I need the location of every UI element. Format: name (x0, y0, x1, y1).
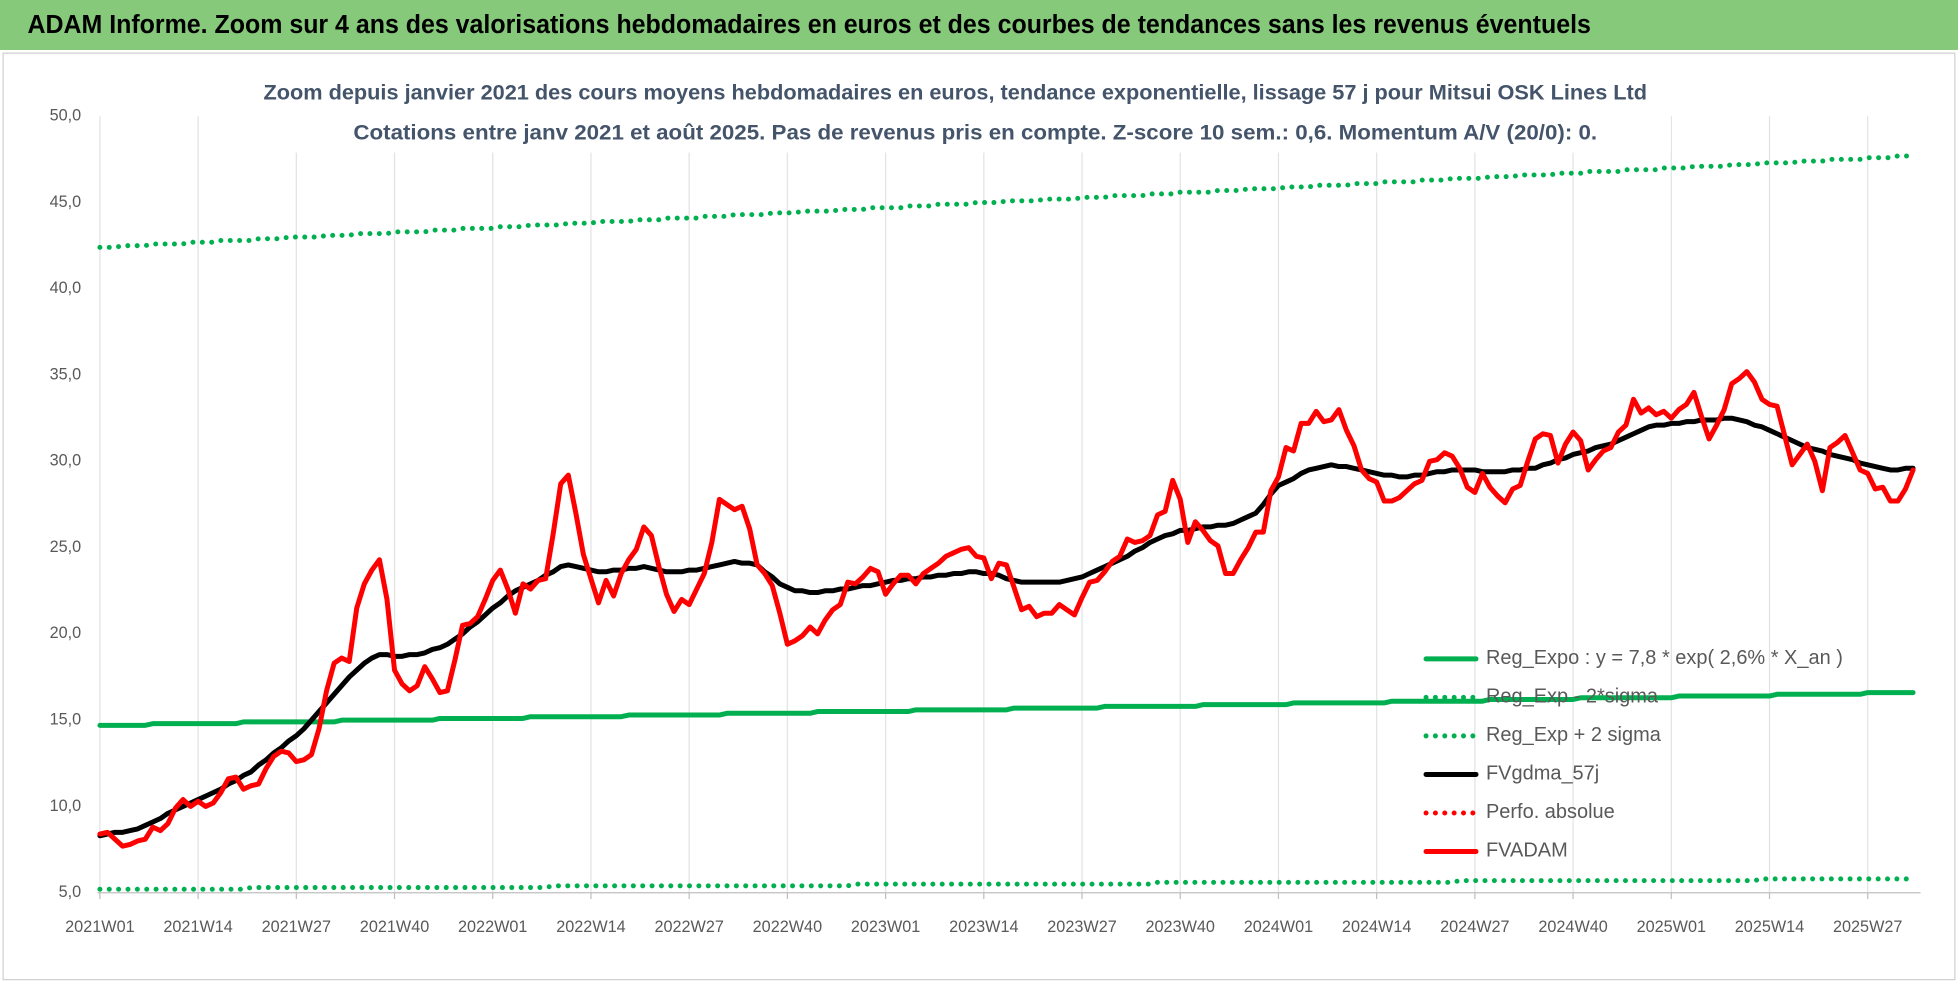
x-tick-label: 2023W40 (1146, 918, 1215, 936)
banner-bar (0, 0, 1958, 51)
y-tick-label: 30,0 (50, 452, 82, 470)
x-tick-label: 2024W27 (1440, 918, 1509, 936)
legend-label: Reg_Expo : y = 7,8 * exp( 2,6% * X_an ) (1486, 647, 1843, 669)
x-tick-label: 2025W01 (1637, 918, 1706, 936)
y-tick-label: 40,0 (50, 279, 82, 297)
y-tick-label: 20,0 (50, 624, 82, 642)
y-tick-label: 5,0 (59, 883, 82, 901)
y-tick-label: 10,0 (50, 797, 82, 815)
banner-title: ADAM Informe. Zoom sur 4 ans des valoris… (27, 9, 1590, 39)
x-tick-label: 2023W14 (949, 918, 1018, 936)
y-tick-label: 25,0 (50, 538, 82, 556)
legend-label: Reg_Exp + 2 sigma (1486, 724, 1662, 746)
legend-label: FVgdma_57j (1486, 763, 1599, 785)
legend-label: Reg_Exp - 2*sigma (1486, 686, 1659, 708)
x-tick-label: 2023W27 (1047, 918, 1116, 936)
chart-frame (2, 52, 1956, 981)
axes: 5,0 10,0 15,0 20,0 25,0 30,0 35,0 40,0 45,0 50,0 2… (50, 107, 1921, 936)
chart-subtitle: Cotations entre janv 2021 et août 2025. … (353, 120, 1597, 144)
x-tick-label: 2024W01 (1244, 918, 1313, 936)
x-tick-label: 2024W40 (1538, 918, 1607, 936)
legend-label: Perfo. absolue (1486, 801, 1615, 823)
x-tick-label: 2025W27 (1833, 918, 1902, 936)
x-tick-label: 2021W14 (163, 918, 232, 936)
legend: Reg_Expo : y = 7,8 * exp( 2,6% * X_an ) R… (1423, 647, 1843, 862)
line-series (97, 153, 1916, 250)
x-tick-label: 2022W01 (458, 918, 527, 936)
x-tick-label: 2024W14 (1342, 918, 1411, 936)
x-tick-label: 2025W14 (1735, 918, 1804, 936)
y-tick-label: 35,0 (50, 365, 82, 383)
legend-label: FVADAM (1486, 840, 1568, 862)
line-series (97, 690, 1916, 728)
x-tick-label: 2021W27 (262, 918, 331, 936)
line-series (97, 876, 1916, 892)
x-tick-label: 2021W40 (360, 918, 429, 936)
chart-title: Zoom depuis janvier 2021 des cours moyen… (263, 80, 1647, 104)
line-series (97, 369, 1916, 849)
y-tick-label: 45,0 (50, 193, 82, 211)
title-background (277, 72, 1671, 153)
y-tick-label: 50,0 (50, 107, 82, 125)
x-tick-label: 2022W40 (753, 918, 822, 936)
x-tick-label: 2021W01 (65, 918, 134, 936)
plot-area (97, 153, 1916, 892)
x-tick-label: 2022W14 (556, 918, 625, 936)
y-tick-label: 15,0 (50, 710, 82, 728)
x-tick-label: 2023W01 (851, 918, 920, 936)
x-tick-label: 2022W27 (654, 918, 723, 936)
